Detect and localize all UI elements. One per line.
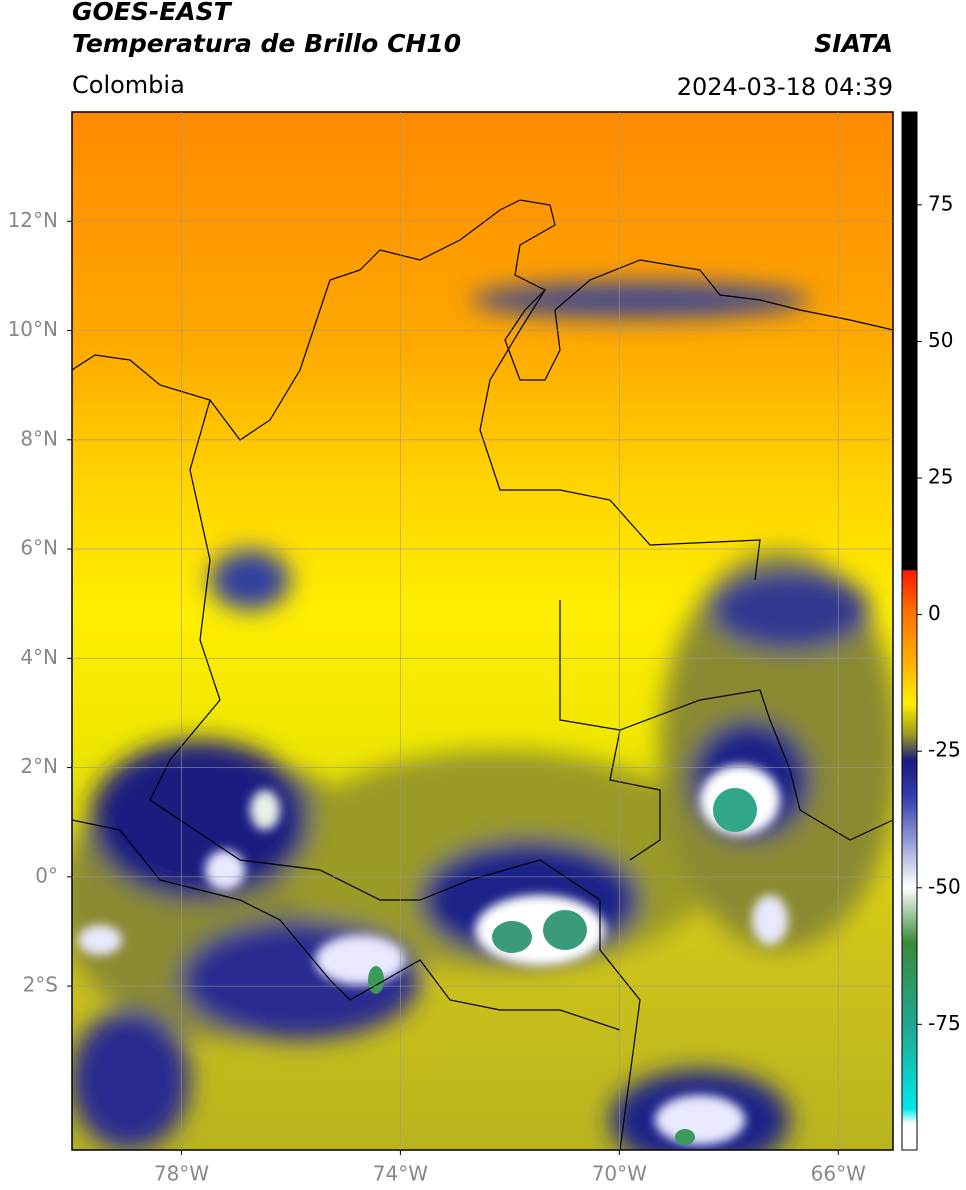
lat-tick-label: 6°N — [20, 536, 58, 560]
datetime: 2024-03-18 04:39 — [677, 73, 893, 101]
cloud-top — [492, 921, 532, 953]
colorbar-tick-label: 25 — [928, 465, 953, 489]
title: GOES-EAST — [72, 0, 233, 26]
lat-tick-label: 12°N — [8, 208, 58, 232]
lat-tick-label: 2°N — [20, 754, 58, 778]
lat-tick-label: 0° — [35, 863, 58, 887]
subtitle: Temperatura de Brillo CH10 — [72, 29, 461, 58]
lat-tick-label: 4°N — [20, 645, 58, 669]
colorbar-tick-label: 75 — [928, 191, 953, 215]
venezuela-border — [619, 689, 893, 841]
lon-tick-label: 74°W — [373, 1162, 428, 1186]
cloud-top — [675, 1129, 695, 1145]
lon-tick-label: 70°W — [592, 1162, 647, 1186]
lat-tick-label: 8°N — [20, 426, 58, 450]
lon-tick-label: 66°W — [811, 1162, 866, 1186]
map-frame — [71, 111, 894, 1151]
map-image — [72, 112, 893, 1150]
region: Colombia — [72, 71, 185, 99]
lat-tick-label: 10°N — [8, 317, 58, 341]
peru-border — [72, 819, 621, 1031]
colorbar-tick-label: -75 — [928, 1011, 961, 1035]
colorbar-tick-label: -50 — [928, 874, 961, 898]
colombia-border — [149, 289, 761, 1150]
coastline — [72, 199, 893, 441]
cloud-top — [543, 910, 587, 950]
borders — [72, 199, 893, 1150]
colorbar-tick-label: 0 — [928, 601, 941, 625]
colorbar-tick-label: 50 — [928, 328, 953, 352]
colorbar-tick-label: -25 — [928, 738, 961, 762]
lat-tick-label: 2°S — [23, 973, 58, 997]
lon-tick-label: 78°W — [154, 1162, 209, 1186]
cloud-top — [368, 966, 384, 994]
colorbar — [901, 111, 918, 1151]
source: SIATA — [814, 29, 893, 58]
cloud-top — [713, 788, 757, 832]
